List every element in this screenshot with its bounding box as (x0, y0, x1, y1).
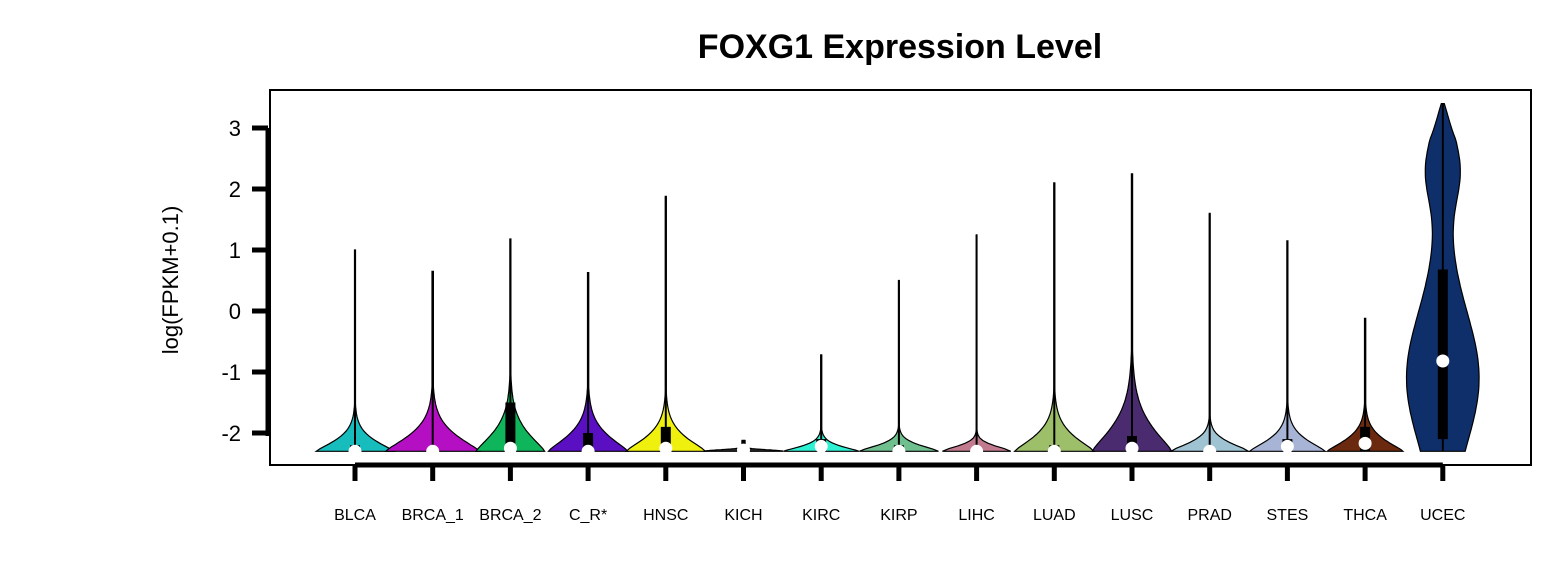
x-tick-label: LUSC (1111, 507, 1154, 524)
median-point-LUAD (1047, 444, 1061, 458)
median-point-BRCA_2 (503, 441, 517, 455)
median-point-LUSC (1125, 441, 1139, 455)
x-tick-label: THCA (1343, 507, 1387, 524)
x-tick-label: PRAD (1187, 507, 1231, 524)
x-tick-label: KIRC (802, 507, 840, 524)
median-point-KICH (737, 443, 750, 457)
x-tick-label: KICH (724, 507, 762, 524)
x-tick-label: HNSC (643, 507, 688, 524)
y-tick-label: 2 (229, 177, 241, 202)
x-tick-label: BRCA_2 (479, 507, 541, 524)
median-point-HNSC (659, 441, 673, 455)
median-point-STES (1280, 439, 1294, 453)
median-point-C_R* (581, 444, 595, 458)
median-point-UCEC (1436, 354, 1450, 368)
x-tick-label: LIHC (958, 507, 994, 524)
y-tick-label: -2 (221, 421, 241, 446)
x-axis: BLCA BRCA_1 BRCA_2 C_R* HNSC KICH KIRC KIRP LIHC… (334, 462, 1465, 524)
median-point-BRCA_1 (426, 444, 440, 458)
median-point-KIRC (814, 439, 828, 453)
plot-frame (269, 89, 1532, 466)
median-point-THCA (1358, 436, 1372, 450)
y-tick-label: -1 (221, 360, 241, 385)
x-tick-label: KIRP (880, 507, 917, 524)
y-axis-label: log(FPKM+0.1) (158, 206, 183, 355)
x-tick-label: LUAD (1033, 507, 1076, 524)
violin-group (314, 103, 1480, 458)
x-tick-label: UCEC (1420, 507, 1465, 524)
chart-title: FOXG1 Expression Level (698, 28, 1102, 66)
y-axis: 3 2 1 0 -1 -2 (221, 116, 271, 446)
x-tick-label: BRCA_1 (402, 507, 464, 524)
median-point-BLCA (348, 444, 362, 458)
y-tick-label: 1 (229, 238, 241, 263)
x-tick-label: C_R* (569, 507, 607, 524)
y-tick-label: 3 (229, 116, 241, 141)
median-point-PRAD (1203, 444, 1217, 458)
x-tick-label: STES (1267, 507, 1309, 524)
median-point-KIRP (892, 444, 906, 458)
x-tick-label: BLCA (334, 507, 376, 524)
y-tick-label: 0 (229, 299, 241, 324)
median-point-LIHC (970, 444, 984, 458)
